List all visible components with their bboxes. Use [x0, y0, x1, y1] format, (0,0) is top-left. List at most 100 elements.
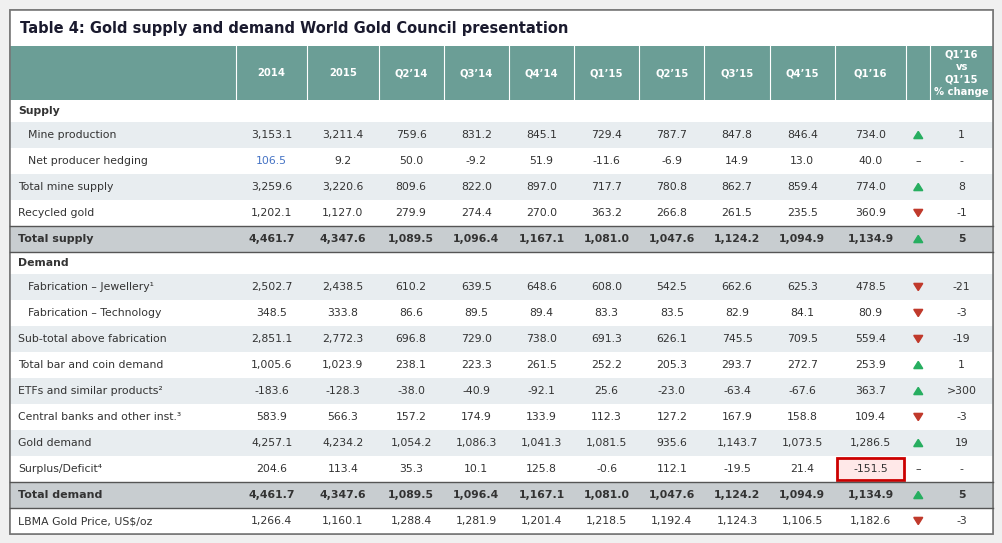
Text: 1,081.0: 1,081.0	[583, 234, 629, 244]
Text: 729.0: 729.0	[460, 334, 491, 344]
Text: 608.0: 608.0	[590, 282, 621, 292]
Text: 745.5: 745.5	[720, 334, 752, 344]
Polygon shape	[913, 439, 922, 446]
Text: 1,281.9: 1,281.9	[455, 516, 496, 526]
Text: 19: 19	[954, 438, 968, 448]
Text: 253.9: 253.9	[854, 360, 885, 370]
Text: 2,438.5: 2,438.5	[322, 282, 363, 292]
Text: 759.6: 759.6	[395, 130, 426, 140]
Text: Q1’16
vs
Q1’15
% change: Q1’16 vs Q1’15 % change	[934, 49, 988, 97]
Text: 4,347.6: 4,347.6	[320, 490, 366, 500]
Bar	[10, 226, 992, 252]
Text: 106.5: 106.5	[256, 156, 287, 166]
Text: 709.5: 709.5	[786, 334, 817, 344]
Text: 82.9: 82.9	[724, 308, 748, 318]
Text: 610.2: 610.2	[395, 282, 426, 292]
Text: 1,167.1: 1,167.1	[518, 490, 564, 500]
Text: 1,086.3: 1,086.3	[455, 438, 496, 448]
Text: 10.1: 10.1	[464, 464, 488, 474]
Text: 274.4: 274.4	[460, 208, 491, 218]
Text: 261.5: 261.5	[525, 360, 556, 370]
Text: -: -	[959, 464, 963, 474]
Text: 5: 5	[957, 234, 965, 244]
Bar	[10, 482, 992, 508]
Text: LBMA Gold Price, US$/oz: LBMA Gold Price, US$/oz	[18, 516, 152, 526]
Bar	[10, 46, 235, 100]
Text: 1,094.9: 1,094.9	[779, 490, 825, 500]
Text: 625.3: 625.3	[786, 282, 817, 292]
Text: 1,266.4: 1,266.4	[250, 516, 292, 526]
Text: 1,106.5: 1,106.5	[781, 516, 822, 526]
Text: -128.3: -128.3	[326, 386, 360, 396]
Text: 3,259.6: 3,259.6	[250, 182, 292, 192]
Text: 1,160.1: 1,160.1	[322, 516, 363, 526]
Bar	[10, 378, 992, 404]
Text: 174.9: 174.9	[460, 412, 491, 422]
Text: 1,089.5: 1,089.5	[388, 234, 434, 244]
Text: 204.6: 204.6	[256, 464, 287, 474]
Text: 40.0: 40.0	[858, 156, 882, 166]
Text: 1: 1	[957, 360, 964, 370]
Text: -3: -3	[955, 308, 966, 318]
Text: 566.3: 566.3	[327, 412, 358, 422]
Text: 787.7: 787.7	[655, 130, 686, 140]
Text: 897.0: 897.0	[525, 182, 556, 192]
Text: Q3’14: Q3’14	[459, 68, 493, 78]
Text: 822.0: 822.0	[460, 182, 491, 192]
Bar	[10, 326, 992, 352]
Text: 1,081.5: 1,081.5	[585, 438, 626, 448]
Text: 83.3: 83.3	[594, 308, 618, 318]
Text: 2,851.1: 2,851.1	[250, 334, 292, 344]
Text: 809.6: 809.6	[395, 182, 426, 192]
Text: 859.4: 859.4	[786, 182, 817, 192]
Text: 205.3: 205.3	[655, 360, 686, 370]
Text: 8: 8	[957, 182, 964, 192]
Text: 717.7: 717.7	[590, 182, 621, 192]
Text: Surplus/Deficit⁴: Surplus/Deficit⁴	[18, 464, 102, 474]
Text: -11.6: -11.6	[592, 156, 620, 166]
Text: 847.8: 847.8	[720, 130, 752, 140]
Text: 542.5: 542.5	[655, 282, 686, 292]
Text: -151.5: -151.5	[853, 464, 887, 474]
Bar	[10, 148, 992, 174]
Text: Total bar and coin demand: Total bar and coin demand	[18, 360, 163, 370]
Text: -63.4: -63.4	[722, 386, 750, 396]
Bar	[638, 46, 703, 100]
Text: 272.7: 272.7	[786, 360, 817, 370]
Text: 3,220.6: 3,220.6	[322, 182, 363, 192]
Text: 127.2: 127.2	[655, 412, 686, 422]
Text: 5: 5	[957, 490, 965, 500]
Text: -: -	[959, 156, 963, 166]
Text: 1,081.0: 1,081.0	[583, 490, 629, 500]
Text: Q2’15: Q2’15	[654, 68, 687, 78]
Text: Total mine supply: Total mine supply	[18, 182, 113, 192]
Text: 333.8: 333.8	[327, 308, 358, 318]
Text: 2014: 2014	[258, 68, 286, 78]
Text: 1,127.0: 1,127.0	[322, 208, 363, 218]
Text: 626.1: 626.1	[655, 334, 686, 344]
Bar	[10, 300, 992, 326]
Text: 1,047.6: 1,047.6	[648, 490, 694, 500]
Text: 238.1: 238.1	[395, 360, 426, 370]
Text: 774.0: 774.0	[854, 182, 885, 192]
Text: 112.3: 112.3	[590, 412, 621, 422]
Text: Q3’15: Q3’15	[719, 68, 753, 78]
Text: -23.0: -23.0	[657, 386, 685, 396]
Text: -183.6: -183.6	[254, 386, 289, 396]
Text: Central banks and other inst.³: Central banks and other inst.³	[18, 412, 181, 422]
Bar	[10, 252, 992, 274]
Text: Supply: Supply	[18, 106, 60, 116]
Text: 235.5: 235.5	[786, 208, 817, 218]
Text: 729.4: 729.4	[590, 130, 621, 140]
Polygon shape	[913, 131, 922, 138]
Text: 1,288.4: 1,288.4	[390, 516, 431, 526]
Text: Q1’16: Q1’16	[853, 68, 887, 78]
Text: 113.4: 113.4	[327, 464, 358, 474]
Text: Recycled gold: Recycled gold	[18, 208, 94, 218]
Polygon shape	[913, 184, 922, 191]
Bar	[10, 404, 992, 430]
Text: -1: -1	[955, 208, 966, 218]
Text: 1: 1	[957, 130, 964, 140]
Text: 3,211.4: 3,211.4	[322, 130, 363, 140]
Text: 862.7: 862.7	[720, 182, 752, 192]
